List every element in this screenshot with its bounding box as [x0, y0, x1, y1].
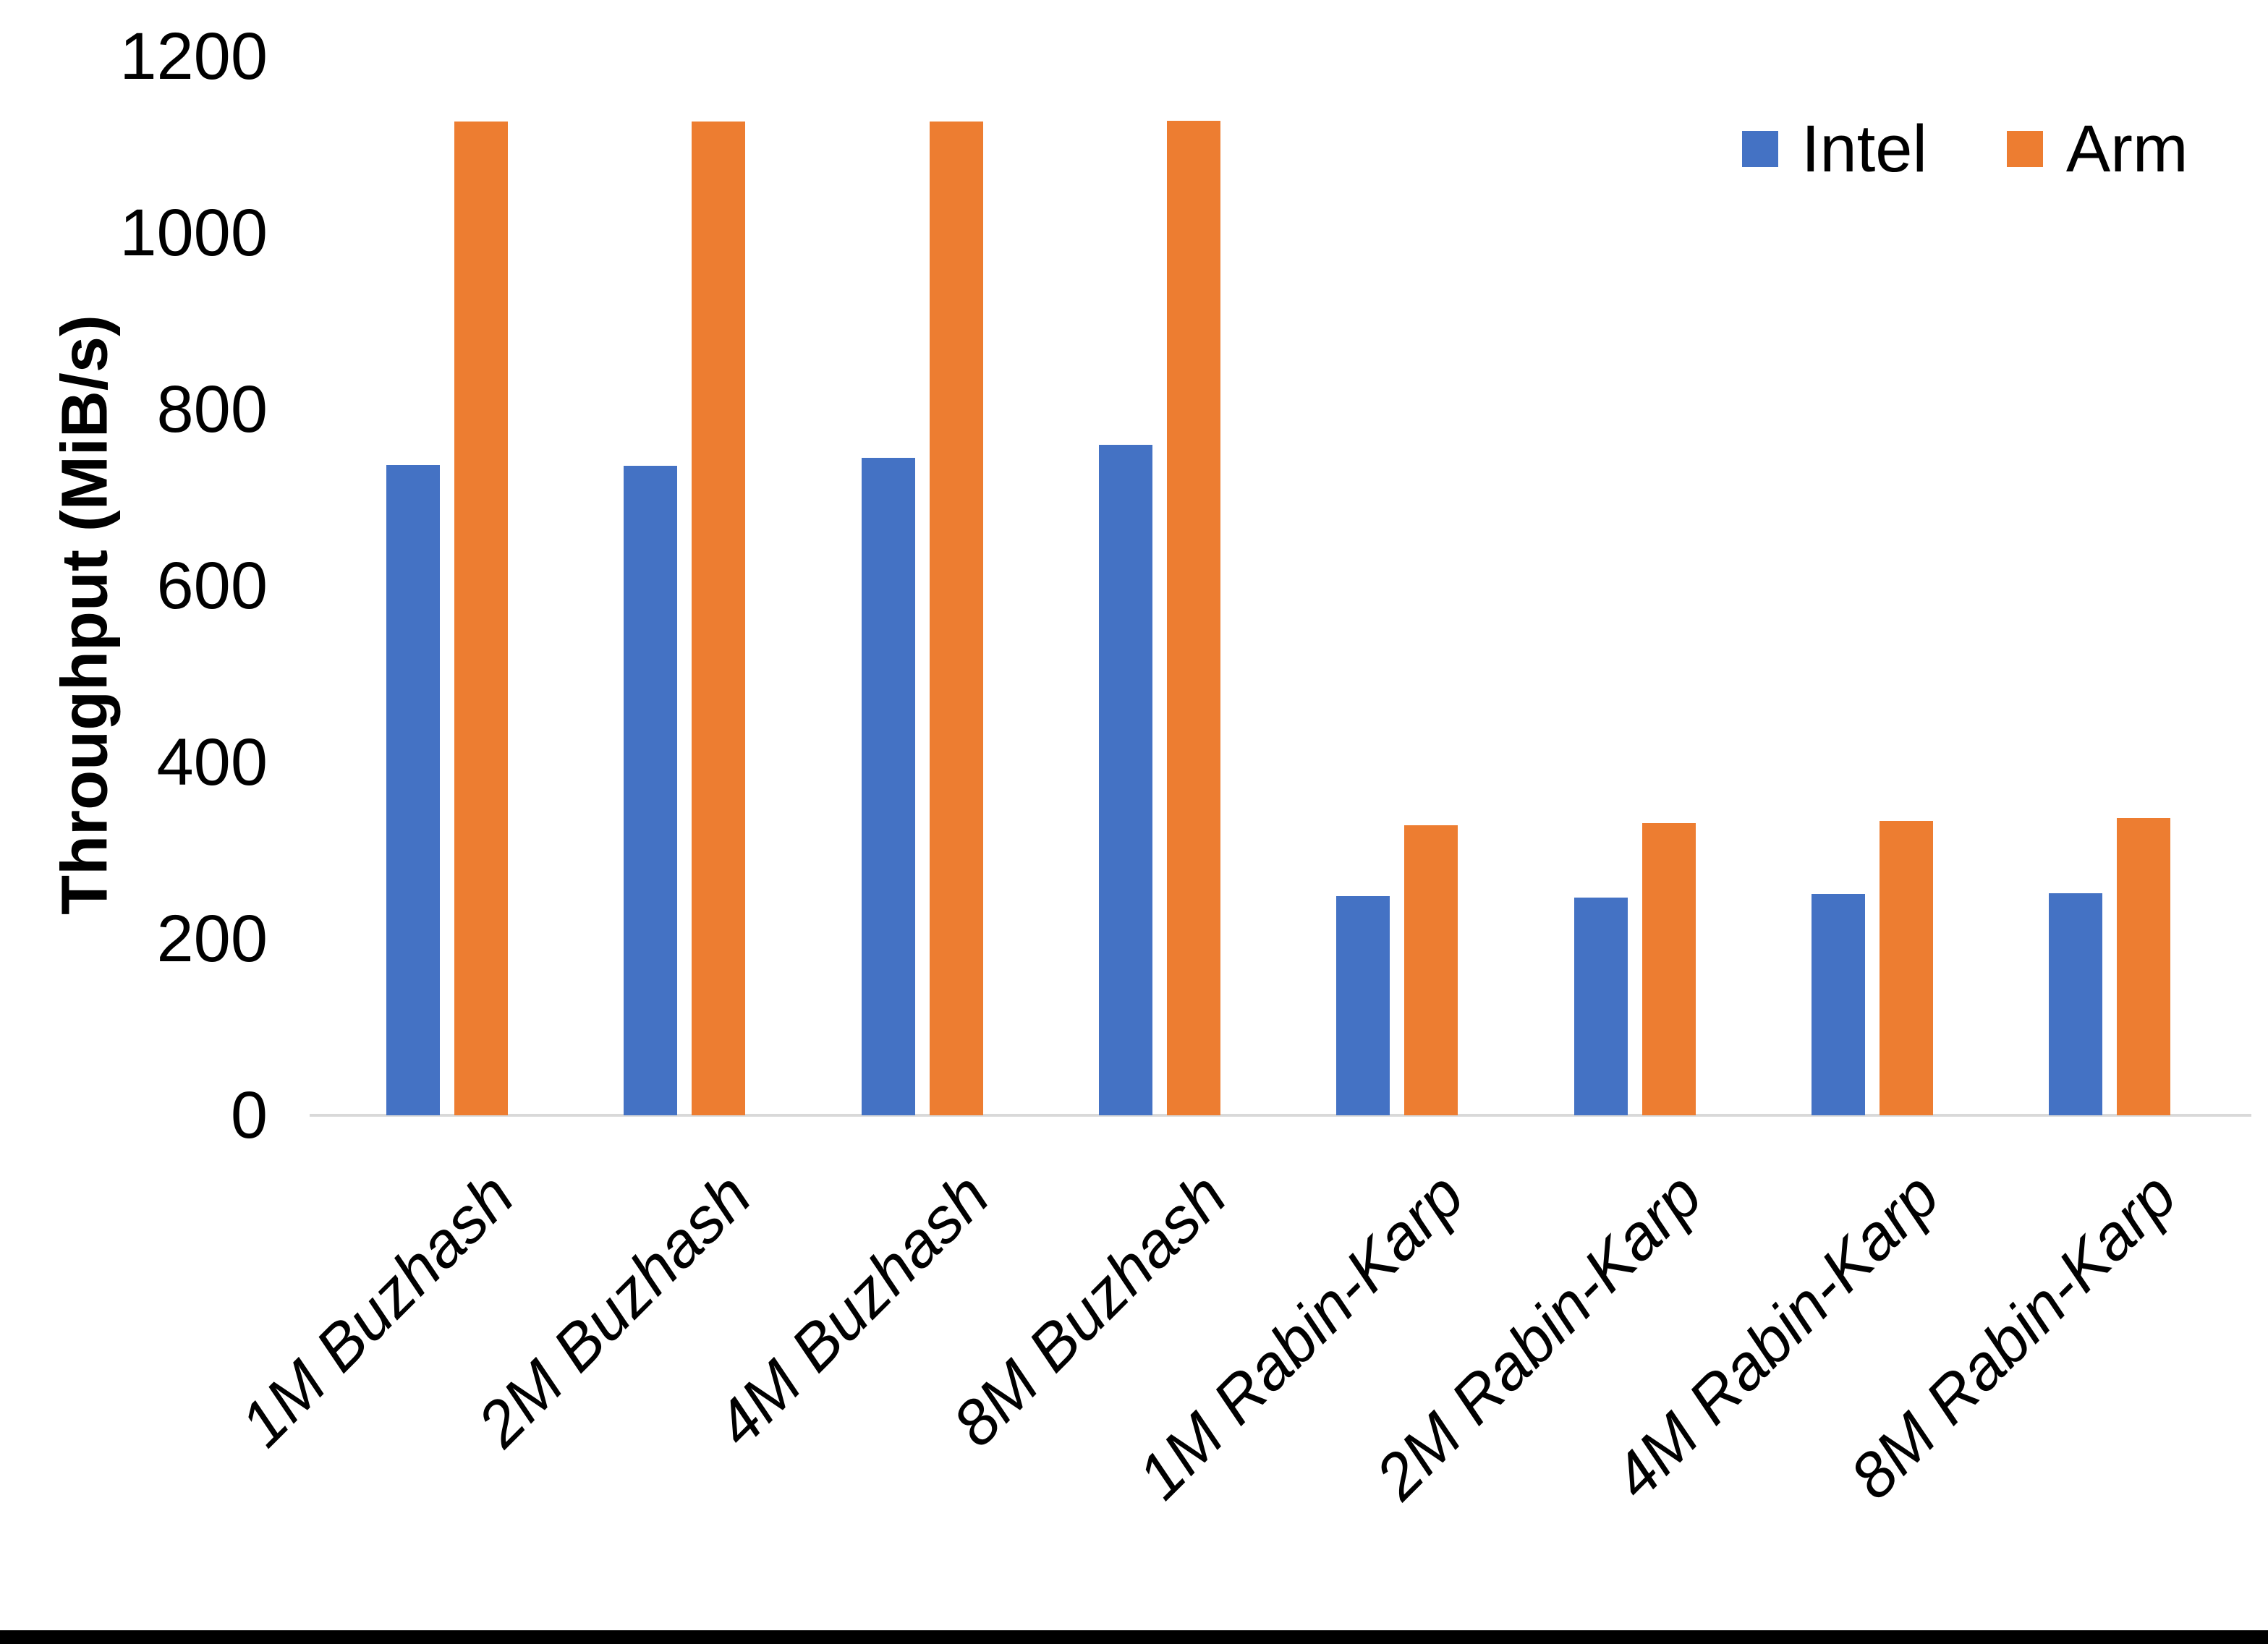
- bar-arm-2: [692, 122, 746, 1115]
- bar-arm-5: [1404, 825, 1458, 1115]
- x-axis-line: [310, 1114, 2251, 1117]
- bar-intel-6: [1573, 898, 1628, 1115]
- legend-swatch-intel: [1742, 131, 1778, 167]
- legend-label: Intel: [1801, 112, 1927, 186]
- legend-swatch-arm: [2006, 131, 2043, 167]
- bar-intel-4: [1098, 445, 1152, 1115]
- y-tick-label: 800: [156, 372, 268, 446]
- y-tick-label: 0: [230, 1078, 268, 1152]
- y-tick-label: 1200: [119, 20, 268, 93]
- legend: Intel Arm: [1742, 114, 2188, 184]
- y-tick-label: 1000: [119, 196, 268, 270]
- bar-arm-4: [1166, 121, 1220, 1115]
- bar-arm-8: [2117, 818, 2171, 1115]
- bar-intel-7: [1811, 894, 1865, 1115]
- bar-arm-1: [454, 122, 508, 1115]
- y-tick-label: 400: [156, 725, 268, 799]
- bar-arm-6: [1641, 823, 1696, 1115]
- bar-arm-3: [929, 122, 983, 1115]
- legend-label: Arm: [2065, 112, 2188, 186]
- legend-item-arm: Arm: [2006, 112, 2188, 186]
- legend-item-intel: Intel: [1742, 114, 1927, 184]
- bar-intel-5: [1336, 896, 1390, 1115]
- y-tick-label: 200: [156, 902, 268, 976]
- bar-intel-3: [861, 458, 915, 1115]
- bottom-border: [0, 1630, 2268, 1644]
- y-tick-label: 600: [156, 549, 268, 623]
- bar-arm-7: [1879, 821, 1933, 1115]
- bar-intel-2: [624, 466, 678, 1115]
- bar-intel-1: [386, 465, 440, 1115]
- bar-intel-8: [2049, 893, 2103, 1115]
